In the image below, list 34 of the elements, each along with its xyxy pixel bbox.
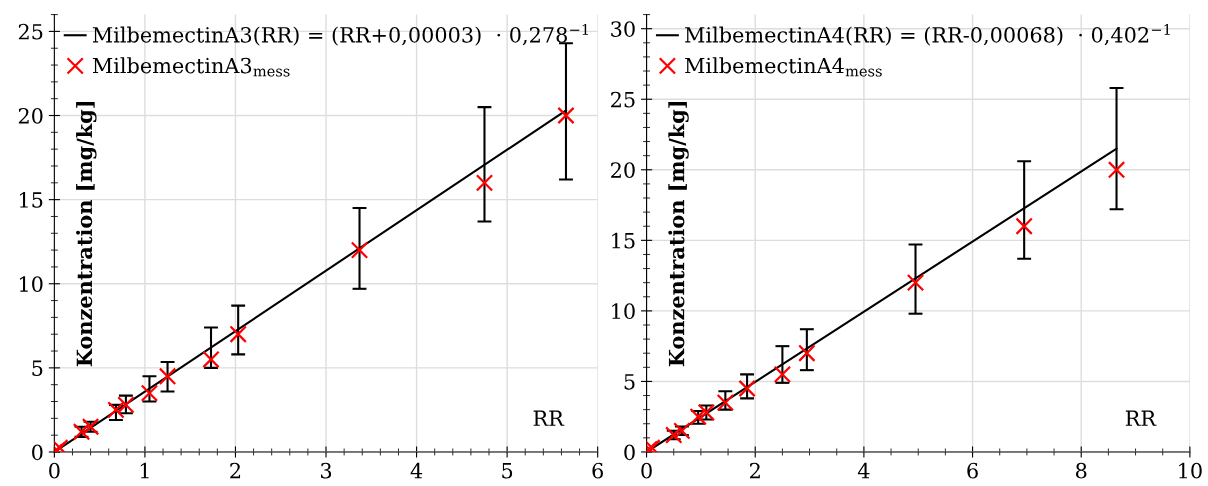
y-tick-label: 20	[611, 162, 635, 178]
x-tick-label: 6	[967, 462, 978, 479]
y-axis-title: Konzentration [mg/kg]	[668, 101, 689, 367]
legend-label: MilbemectinA4$_{mess}$	[685, 57, 882, 77]
y-tick-label: 10	[612, 303, 635, 320]
y-tick-label: 0	[624, 444, 635, 461]
y-tick-label: 20	[18, 107, 43, 124]
legend-label: MilbemectinA4(RR) = (RR-0,00068) · 0,402$^{−1}$	[685, 24, 1170, 46]
x-tick-label: 4	[410, 462, 423, 479]
x-tick-label: 10	[1179, 462, 1202, 479]
y-tick-label: 5	[624, 374, 635, 390]
x-tick-label: 2	[230, 462, 241, 479]
legend-label: MilbemectinA3$_{mess}$	[92, 57, 290, 77]
x-tick-label: 3	[320, 462, 332, 479]
y-tick-label: 5	[32, 360, 43, 377]
x-tick-label: 1	[140, 462, 149, 479]
y-tick-label: 10	[19, 276, 43, 292]
x-tick-label: 4	[857, 462, 870, 479]
x-tick-label: 0	[49, 462, 60, 479]
x-tick-label: 0	[641, 462, 652, 479]
x-tick-label: 8	[1075, 462, 1087, 479]
x-tick-label: 6	[592, 462, 603, 479]
x-axis-title: RR	[1125, 410, 1157, 426]
y-tick-label: 15	[612, 232, 635, 249]
y-tick-label: 30	[611, 21, 635, 37]
x-tick-label: 5	[502, 463, 513, 479]
y-axis-title: Konzentration [mg/kg]	[76, 101, 97, 367]
y-tick-label: 15	[19, 192, 43, 208]
y-tick-label: 25	[611, 91, 635, 108]
x-tick-label: 2	[750, 462, 760, 479]
y-tick-label: 25	[18, 23, 43, 40]
y-tick-label: 0	[32, 444, 43, 461]
legend-label: MilbemectinA3(RR) = (RR+0,00003) · 0,278$^{−1}$	[92, 24, 588, 46]
x-axis-title: RR	[533, 410, 565, 426]
